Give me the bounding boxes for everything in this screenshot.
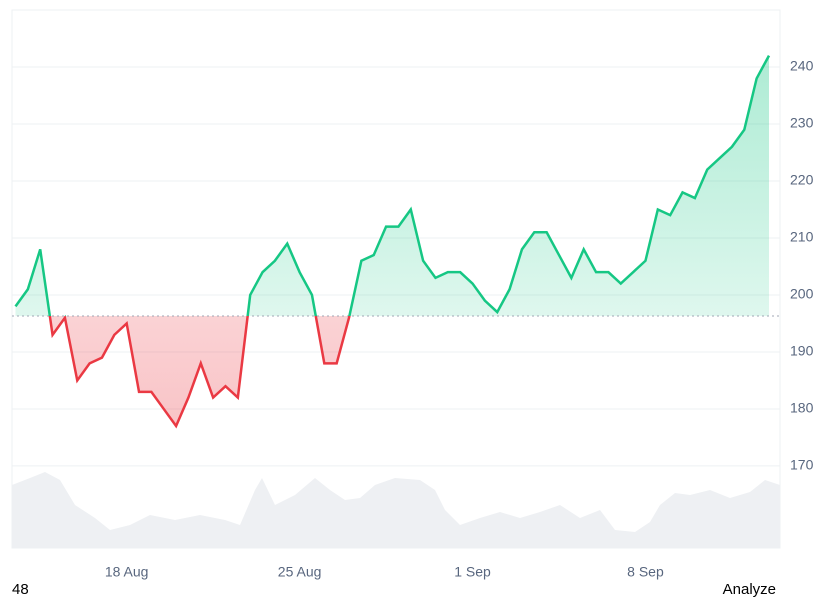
- area-above: [15, 55, 769, 317]
- volume-area: [12, 472, 780, 548]
- price-line-up: [14, 54, 771, 317]
- y-tick-label: 230: [790, 115, 814, 131]
- y-tick-label: 220: [790, 172, 814, 188]
- y-tick-label: 200: [790, 286, 814, 302]
- y-tick-label: 240: [790, 58, 814, 74]
- y-tick-label: 190: [790, 343, 814, 359]
- y-tick-label: 210: [790, 229, 814, 245]
- analyze-button[interactable]: Analyze: [723, 581, 776, 598]
- x-tick-label: 1 Sep: [454, 564, 491, 580]
- x-tick-label: 18 Aug: [105, 564, 149, 580]
- x-tick-label: 8 Sep: [627, 564, 664, 580]
- price-line-down: [48, 316, 351, 429]
- footer-left: 48: [12, 581, 29, 598]
- x-tick-label: 25 Aug: [278, 564, 322, 580]
- y-tick-label: 180: [790, 400, 814, 416]
- area-below: [49, 316, 350, 427]
- y-tick-label: 170: [790, 457, 814, 473]
